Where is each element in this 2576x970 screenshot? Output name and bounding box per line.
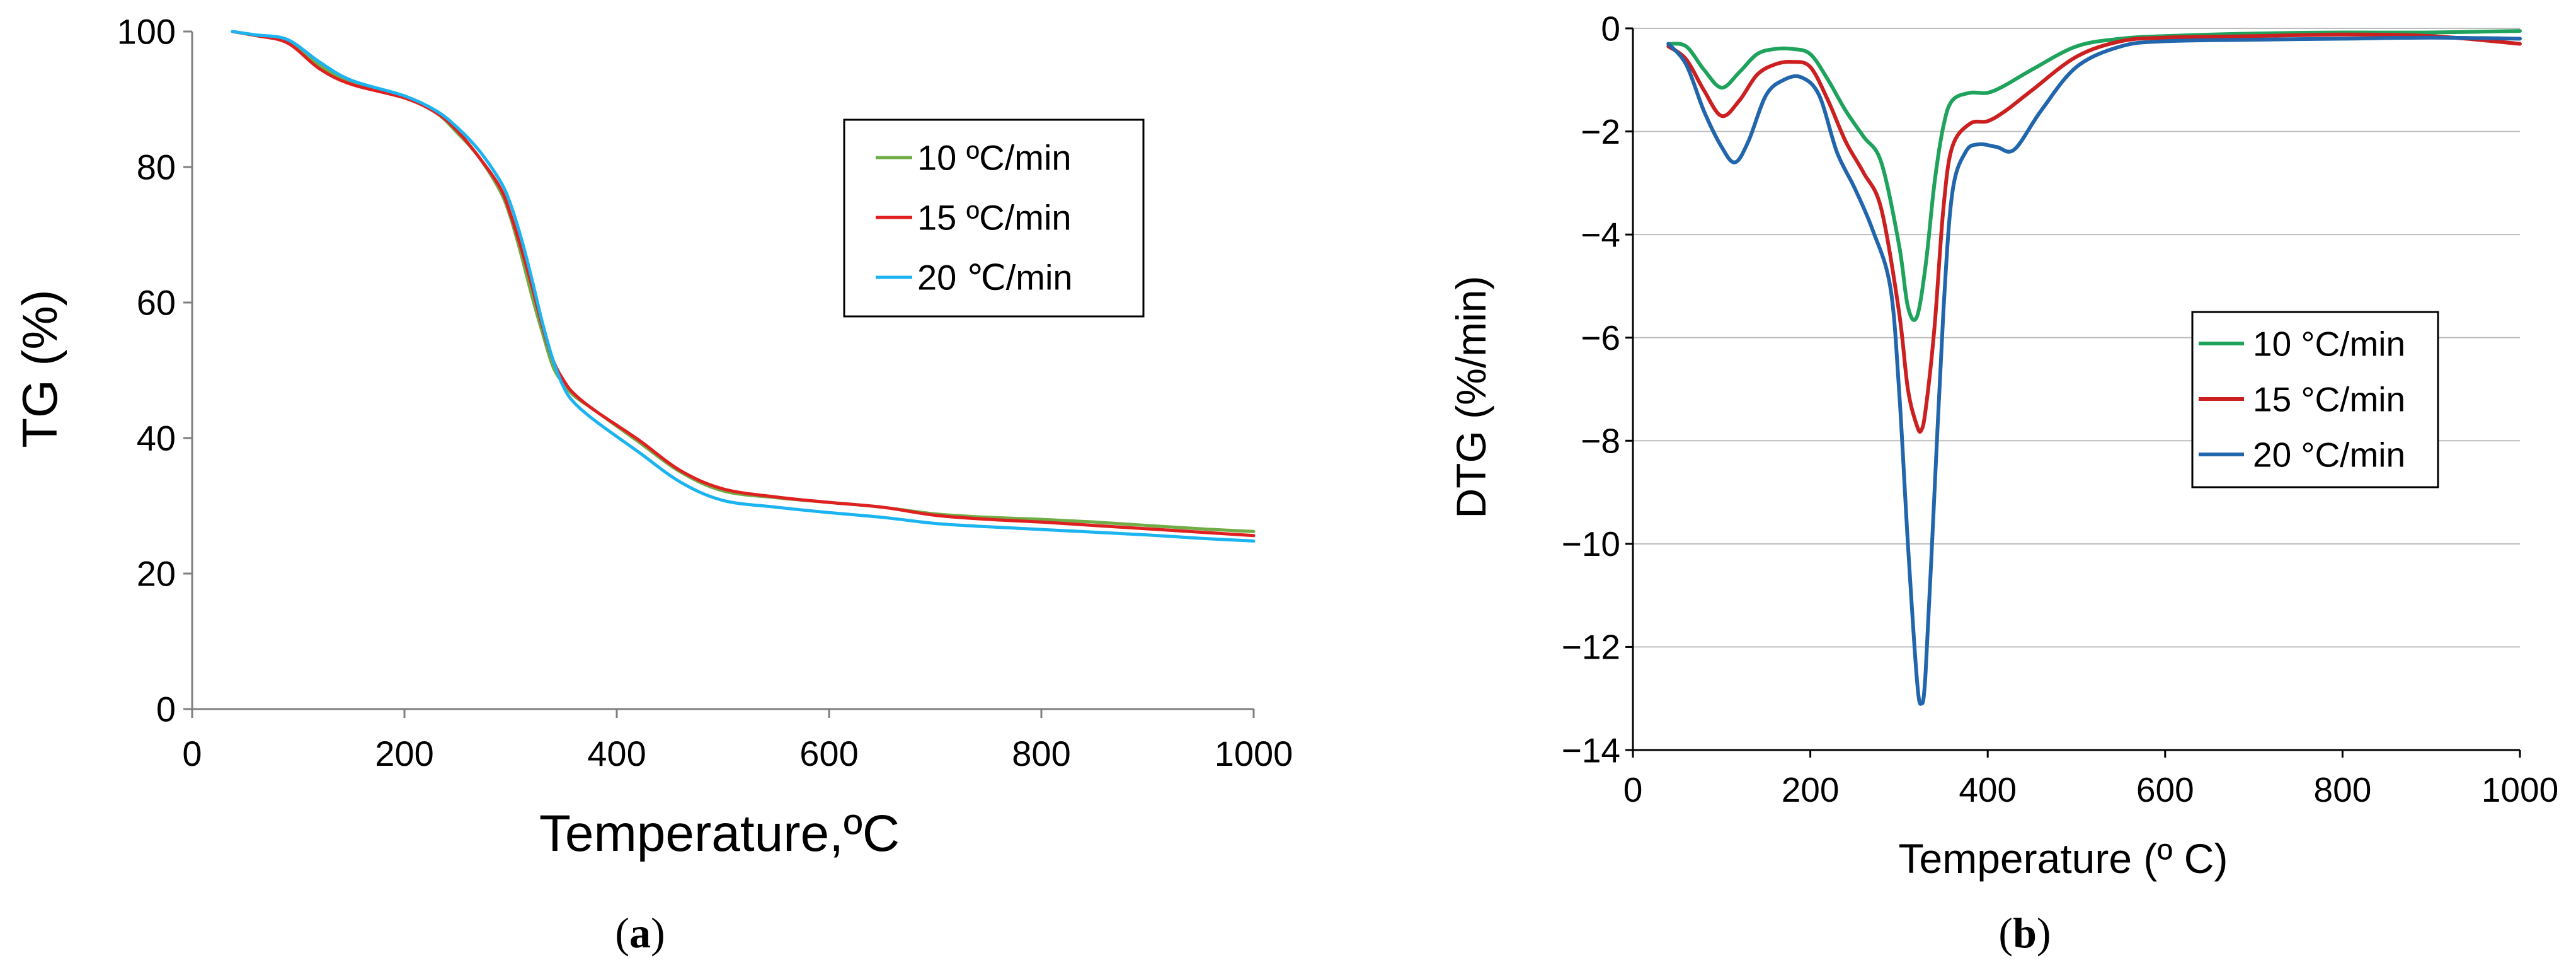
y-tick-label: −8 bbox=[1581, 422, 1620, 461]
legend-label: 10 °C/min bbox=[2253, 324, 2405, 363]
panel-a-caption: (a) bbox=[615, 909, 665, 957]
dtg-plot-marks bbox=[1666, 29, 2522, 706]
tg-y-axis-label: TG (%) bbox=[12, 289, 67, 447]
dtg-y-axis-label: DTG (%/min) bbox=[1448, 276, 1494, 519]
legend-box bbox=[2191, 311, 2439, 488]
y-tick-label: 100 bbox=[117, 12, 176, 52]
y-tick-label: −2 bbox=[1581, 112, 1620, 151]
legend-label: 15 ºC/min bbox=[917, 198, 1072, 238]
y-tick-label: −4 bbox=[1581, 215, 1620, 254]
legend-label: 15 °C/min bbox=[2253, 379, 2405, 419]
legend-label: 10 ºC/min bbox=[917, 138, 1072, 178]
x-tick-label: 400 bbox=[1959, 770, 2017, 809]
x-tick-label: 0 bbox=[182, 734, 202, 773]
legend-label: 20 °C/min bbox=[2253, 435, 2405, 474]
tg-legend: 10 ºC/min 15 ºC/min 20 ℃/min bbox=[843, 118, 1145, 318]
y-tick-label: 0 bbox=[156, 690, 176, 729]
x-tick-label: 600 bbox=[2136, 770, 2194, 809]
legend-label: 20 ℃/min bbox=[917, 258, 1073, 297]
y-tick-label: 0 bbox=[1601, 9, 1620, 48]
series-line-2 bbox=[1666, 32, 2522, 434]
dtg-x-axis-label: Temperature (º C) bbox=[1899, 835, 2228, 882]
y-tick-label: −10 bbox=[1562, 524, 1620, 563]
x-tick-label: 1000 bbox=[2482, 770, 2558, 809]
y-tick-label: 20 bbox=[137, 554, 176, 594]
dtg-axes: 0 200 400 600 800 1000 0 −2 −4 −6 −8 −10 −12 −14 bbox=[1562, 9, 2558, 809]
tg-plot-marks bbox=[231, 30, 1256, 543]
panel-b-caption: (b) bbox=[1998, 909, 2051, 957]
x-tick-label: 1000 bbox=[1215, 734, 1293, 773]
x-tick-label: 800 bbox=[1012, 734, 1070, 773]
dtg-chart-panel: 0 200 400 600 800 1000 0 −2 −4 −6 −8 −10 −12 −14 DTG … bbox=[1448, 9, 2558, 957]
x-tick-label: 200 bbox=[375, 734, 433, 773]
y-tick-label: 60 bbox=[137, 283, 176, 323]
x-tick-label: 200 bbox=[1782, 770, 1840, 809]
y-tick-label: −12 bbox=[1562, 628, 1620, 667]
x-tick-label: 400 bbox=[587, 734, 646, 773]
series-line-3 bbox=[1666, 35, 2522, 706]
series-line-3 bbox=[231, 30, 1256, 543]
tg-axes: 0 200 400 600 800 1000 0 20 40 60 80 100 bbox=[117, 12, 1293, 773]
dtg-legend: 10 °C/min 15 °C/min 20 °C/min bbox=[2191, 311, 2439, 488]
x-tick-label: 600 bbox=[799, 734, 858, 773]
x-tick-label: 0 bbox=[1623, 770, 1643, 809]
y-tick-label: −14 bbox=[1562, 730, 1620, 770]
tg-chart-panel: 0 200 400 600 800 1000 0 20 40 60 80 100 TG (%) Tem… bbox=[12, 12, 1293, 957]
y-tick-label: −6 bbox=[1581, 318, 1620, 357]
series-line-1 bbox=[1666, 29, 2522, 322]
series-line-2 bbox=[231, 30, 1256, 538]
y-tick-label: 40 bbox=[137, 419, 176, 458]
x-tick-label: 800 bbox=[2314, 770, 2372, 809]
y-tick-label: 80 bbox=[137, 147, 176, 187]
tg-x-axis-label: Temperature,ºC bbox=[539, 805, 900, 862]
